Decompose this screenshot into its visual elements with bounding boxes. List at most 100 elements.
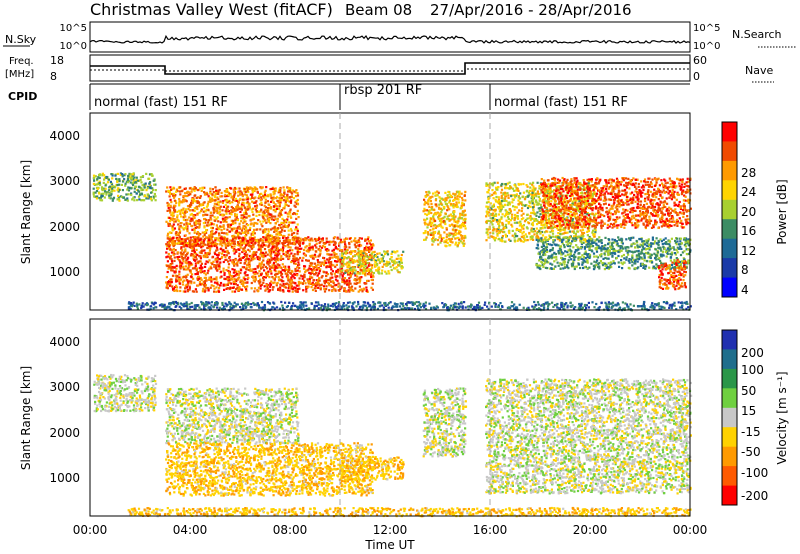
data-point (498, 220, 502, 223)
data-point (365, 286, 368, 289)
title-dates: 27/Apr/2016 - 28/Apr/2016 (430, 1, 632, 19)
data-point (219, 200, 222, 203)
data-point (343, 245, 346, 249)
data-point (292, 260, 295, 263)
data-point (153, 192, 156, 196)
data-point (217, 253, 220, 257)
data-point (195, 252, 198, 255)
data-point (231, 261, 234, 264)
data-point (304, 237, 307, 240)
data-point (365, 245, 368, 249)
data-point (450, 237, 454, 240)
data-point (262, 229, 265, 232)
data-point (579, 181, 582, 185)
data-point (152, 195, 155, 198)
data-point (270, 256, 273, 259)
data-point (352, 289, 355, 292)
data-point (250, 187, 253, 190)
data-point (492, 204, 495, 207)
data-point (244, 271, 247, 274)
data-point (443, 220, 447, 223)
data-point (357, 257, 361, 260)
data-point (242, 276, 245, 279)
data-point (252, 188, 256, 191)
data-point (273, 230, 276, 233)
data-point (445, 218, 448, 221)
data-point (247, 268, 250, 272)
data-point (583, 203, 586, 206)
data-point (282, 193, 285, 196)
data-point (312, 266, 315, 269)
data-point (449, 233, 452, 237)
data-point (173, 270, 176, 273)
data-point (251, 231, 254, 234)
data-point (522, 227, 525, 230)
data-point (313, 273, 316, 276)
data-point (361, 272, 364, 275)
data-point (219, 205, 222, 208)
data-point (176, 236, 179, 240)
data-point (429, 196, 432, 199)
data-point (383, 250, 386, 253)
data-point (534, 218, 538, 221)
data-point (360, 265, 363, 268)
data-point (205, 236, 208, 239)
data-point (211, 229, 214, 232)
data-point (114, 186, 117, 189)
data-point (368, 249, 371, 252)
data-point (562, 232, 565, 235)
data-point (446, 205, 449, 208)
data-point (540, 206, 543, 209)
data-point (305, 237, 308, 240)
data-point (357, 239, 360, 242)
data-point (257, 219, 260, 222)
data-point (397, 271, 400, 274)
data-point (283, 189, 286, 192)
data-point (269, 268, 272, 271)
data-point (330, 241, 333, 244)
data-point (308, 280, 311, 283)
data-point (187, 261, 190, 264)
data-point (172, 204, 176, 207)
data-point (448, 199, 451, 202)
data-point (290, 229, 293, 232)
data-point (285, 272, 288, 275)
data-point (192, 244, 195, 247)
data-point (429, 229, 432, 232)
data-point (167, 267, 170, 270)
data-point (514, 185, 517, 188)
data-point (307, 239, 310, 242)
data-point (108, 193, 111, 196)
data-point (497, 213, 500, 216)
data-point (386, 253, 390, 256)
data-point (198, 226, 201, 229)
data-point (429, 233, 432, 236)
data-point (200, 208, 203, 211)
data-point (204, 262, 207, 265)
data-point (191, 201, 194, 205)
data-point (301, 259, 304, 262)
data-point (176, 216, 179, 219)
data-point (334, 243, 337, 246)
data-point (276, 272, 279, 275)
data-point (273, 229, 277, 232)
data-point (501, 236, 504, 239)
data-point (516, 221, 519, 224)
data-point (268, 290, 271, 293)
data-point (205, 260, 208, 263)
data-point (295, 290, 298, 293)
data-point (240, 229, 244, 232)
data-point (218, 210, 222, 213)
data-point (178, 198, 181, 201)
data-point (523, 197, 527, 200)
data-point (462, 218, 465, 221)
data-point (197, 205, 200, 208)
data-point (104, 190, 107, 193)
data-point (500, 201, 503, 204)
data-point (257, 210, 261, 213)
data-point (370, 269, 373, 272)
data-point (222, 218, 225, 221)
data-point (178, 265, 181, 268)
data-point (360, 276, 363, 279)
data-point (194, 288, 197, 291)
